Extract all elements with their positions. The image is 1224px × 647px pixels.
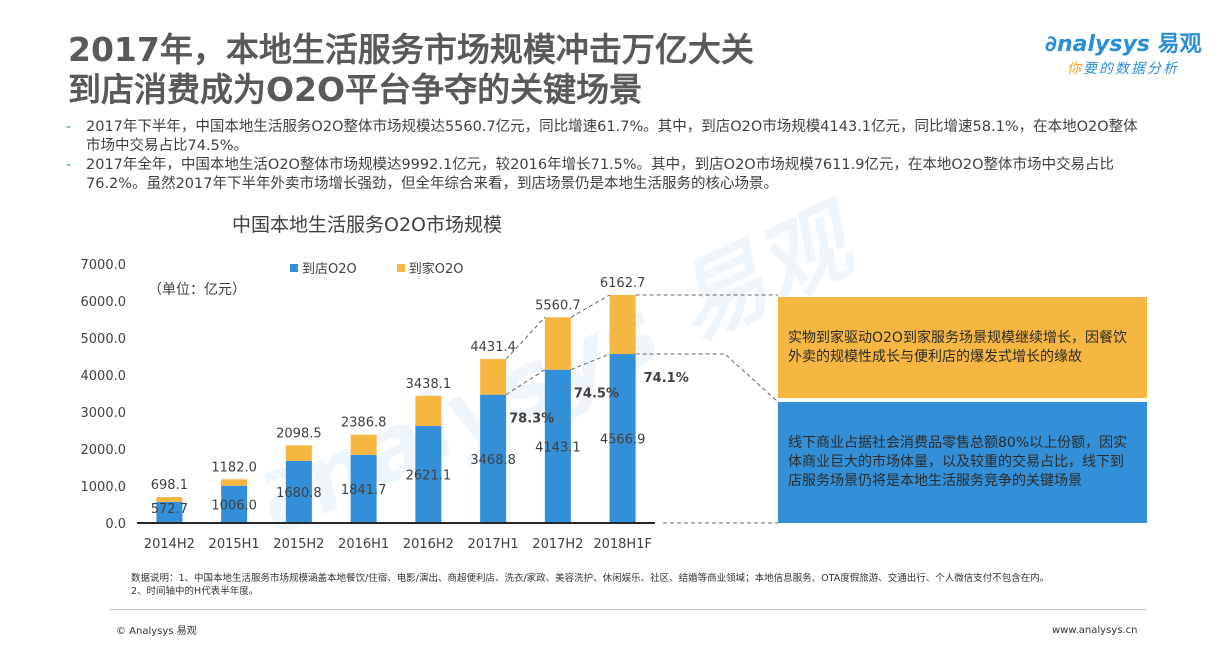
legend-swatch-home — [396, 263, 405, 272]
page-title: 2017年，本地生活服务市场规模冲击万亿大关 到店消费成为O2O平台争夺的关键场… — [68, 30, 754, 110]
bar-store-o2o — [544, 369, 571, 523]
share-annotation: 74.5% — [574, 387, 619, 402]
total-label: 2098.5 — [276, 426, 322, 441]
connector-to-blue-box — [635, 353, 779, 403]
x-tick-label: 2015H1 — [209, 537, 260, 552]
bar-home-o2o — [544, 317, 571, 370]
bar-home-o2o — [350, 434, 377, 455]
summary-bullets: -2017年下半年，中国本地生活服务O2O整体市场规模达5560.7亿元，同比增… — [66, 118, 1146, 194]
y-tick-label: 4000.0 — [81, 369, 127, 384]
y-tick-label: 7000.0 — [81, 258, 127, 273]
bullet-item: -2017年下半年，中国本地生活服务O2O整体市场规模达5560.7亿元，同比增… — [66, 119, 1138, 154]
callout-store-o2o: 线下商业占据社会消费品零售总额80%以上份额，因实体商业巨大的市场体量，以及较重… — [778, 402, 1147, 523]
analysys-logo: ∂nalysys 易观 你要的数据分析 — [1045, 26, 1202, 78]
bar-home-o2o — [285, 445, 312, 461]
segment-label: 2621.1 — [406, 469, 452, 484]
bar-store-o2o — [480, 394, 507, 523]
legend-swatch-store — [290, 263, 298, 272]
bar-store-o2o — [415, 426, 442, 523]
y-tick-label: 0.0 — [105, 517, 126, 532]
bullet-item: -2017年全年，中国本地生活O2O整体市场规模达9992.1亿元，较2016年… — [66, 157, 1114, 192]
segment-label: 572.7 — [151, 502, 188, 517]
total-label: 4431.4 — [470, 340, 516, 355]
x-tick-label: 2016H2 — [403, 537, 454, 552]
bar-store-o2o — [221, 485, 248, 523]
logo-brand: ∂nalysys 易观 — [1045, 32, 1202, 57]
bar-store-o2o — [285, 460, 312, 523]
x-tick-label: 2014H2 — [144, 537, 195, 552]
share-annotation: 78.3% — [509, 412, 554, 427]
bar-home-o2o — [415, 395, 442, 427]
logo-slogan: 你要的数据分析 — [1067, 61, 1179, 77]
footer-divider — [110, 609, 1146, 610]
total-label: 5560.7 — [535, 298, 581, 313]
x-tick-label: 2015H2 — [273, 537, 324, 552]
logo-mark-icon: ∂ — [1045, 32, 1057, 57]
bar-home-o2o — [480, 359, 507, 395]
segment-label: 1680.8 — [276, 486, 322, 501]
y-tick-label: 5000.0 — [81, 332, 127, 347]
callout-home-o2o: 实物到家驱动O2O到家服务场景规模继续增长，因餐饮外卖的规模性成长与便利店的爆发… — [778, 297, 1147, 398]
chart-legend: 到店O2O 到家O2O — [290, 258, 464, 277]
legend-item-home: 到家O2O — [396, 258, 464, 277]
total-label: 2386.8 — [341, 416, 387, 431]
y-tick-label: 3000.0 — [81, 406, 127, 421]
bar-store-o2o — [156, 501, 183, 523]
legend-item-store: 到店O2O — [290, 258, 357, 277]
connector-store — [505, 369, 546, 396]
x-tick-label: 2018H1F — [593, 537, 652, 552]
chart-title: 中国本地生活服务O2O市场规模 — [232, 214, 502, 236]
bar-home-o2o — [156, 497, 183, 502]
segment-label: 1841.7 — [341, 483, 387, 498]
segment-label: 1006.0 — [211, 498, 257, 513]
data-notes: 数据说明：1、中国本地生活服务市场规模涵盖本地餐饮/住宿、电影/演出、商超便利店… — [131, 573, 1050, 597]
x-tick-label: 2016H1 — [338, 537, 389, 552]
bar-home-o2o — [609, 294, 636, 355]
total-label: 1182.0 — [211, 460, 257, 475]
total-label: 698.1 — [151, 478, 188, 493]
bar-store-o2o — [350, 454, 377, 523]
y-tick-label: 1000.0 — [81, 480, 127, 495]
total-label: 3438.1 — [406, 377, 452, 392]
unit-label: （单位：亿元） — [148, 282, 246, 298]
copyright: © Analysys 易观 — [116, 626, 197, 637]
website-link[interactable]: www.analysys.cn — [1052, 625, 1138, 636]
connector-store — [570, 353, 610, 371]
segment-label: 4566.9 — [600, 433, 646, 448]
segment-label: 4143.1 — [535, 440, 581, 455]
x-tick-label: 2017H1 — [468, 537, 519, 552]
connector-total — [505, 316, 546, 360]
title-line-2: 到店消费成为O2O平台争夺的关键场景 — [68, 70, 643, 109]
x-tick-label: 2017H2 — [532, 537, 583, 552]
y-tick-label: 6000.0 — [81, 295, 127, 310]
segment-label: 3468.8 — [470, 453, 516, 468]
y-tick-label: 2000.0 — [81, 443, 127, 458]
total-label: 6162.7 — [600, 276, 646, 291]
title-line-1: 2017年，本地生活服务市场规模冲击万亿大关 — [68, 30, 754, 69]
bar-store-o2o — [609, 354, 636, 523]
share-annotation: 74.1% — [644, 371, 689, 386]
connector-total — [570, 294, 610, 318]
bar-home-o2o — [221, 479, 248, 486]
